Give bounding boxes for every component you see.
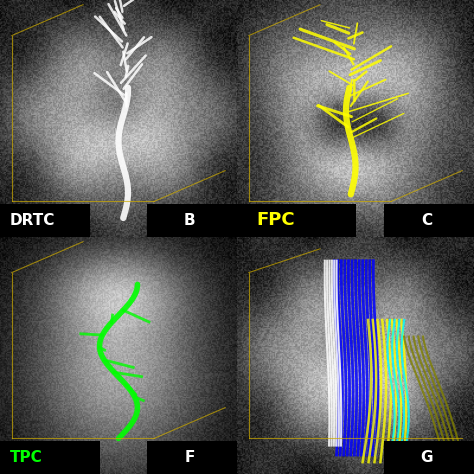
FancyBboxPatch shape [237,204,356,237]
Text: C: C [421,213,432,228]
Text: F: F [184,450,195,465]
FancyBboxPatch shape [147,441,237,474]
FancyBboxPatch shape [0,204,90,237]
Text: FPC: FPC [256,211,294,229]
FancyBboxPatch shape [384,441,474,474]
FancyBboxPatch shape [147,204,237,237]
FancyBboxPatch shape [0,441,100,474]
Text: DRTC: DRTC [9,213,55,228]
Text: B: B [184,213,195,228]
Text: G: G [420,450,433,465]
Text: TPC: TPC [9,450,42,465]
FancyBboxPatch shape [384,204,474,237]
